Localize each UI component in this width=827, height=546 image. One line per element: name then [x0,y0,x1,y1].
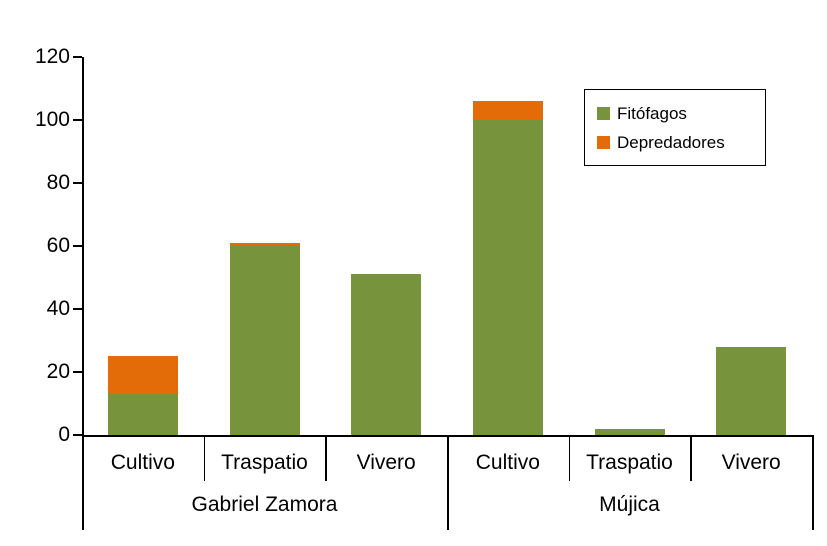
legend-swatch-icon [597,135,610,149]
group-separator [82,435,84,530]
group-label: Gabriel Zamora [191,493,338,516]
bar-cultivo-depredadores [472,101,543,120]
bar-vivero-fitófagos [716,346,787,435]
category-label: Cultivo [475,451,540,474]
y-tick-mark [73,182,82,184]
group-separator [447,435,449,530]
y-tick-mark [73,56,82,58]
bar-vivero-fitófagos [351,274,422,435]
category-separator [690,435,692,481]
y-tick-label: 100 [34,108,70,131]
category-separator [203,435,206,481]
y-tick-label: 80 [46,171,70,194]
bar-cultivo-fitófagos [472,120,543,435]
category-label: Traspatio [586,451,673,474]
category-label: Vivero [356,451,416,474]
bar-traspatio-fitófagos [594,428,665,435]
legend-entry: Depredadores [597,133,765,152]
y-tick-label: 40 [46,297,70,320]
legend: Fitófagos Depredadores [584,89,766,166]
bar-traspatio-fitófagos [229,246,300,435]
y-tick-label: 120 [34,45,70,68]
bar-traspatio-depredadores [229,242,300,246]
legend-label: Depredadores [617,132,725,152]
legend-label: Fitófagos [617,103,687,123]
y-tick-mark [73,245,82,247]
y-tick-mark [73,119,82,121]
category-label: Cultivo [110,451,175,474]
y-tick-mark [73,371,82,373]
bar-cultivo-depredadores [107,356,178,395]
y-axis-line [82,57,84,435]
category-label: Vivero [721,451,781,474]
y-tick-mark [73,308,82,310]
group-separator [812,435,814,530]
category-separator [568,435,571,481]
y-tick-mark [73,434,82,436]
legend-entry: Fitófagos [597,104,765,123]
y-tick-label: 60 [46,234,70,257]
y-tick-label: 20 [46,360,70,383]
bar-cultivo-fitófagos [107,394,178,435]
category-label: Traspatio [221,451,308,474]
legend-swatch-icon [597,106,610,120]
group-label: Mújica [599,493,660,516]
category-separator [325,435,327,481]
y-tick-label: 0 [58,423,70,446]
